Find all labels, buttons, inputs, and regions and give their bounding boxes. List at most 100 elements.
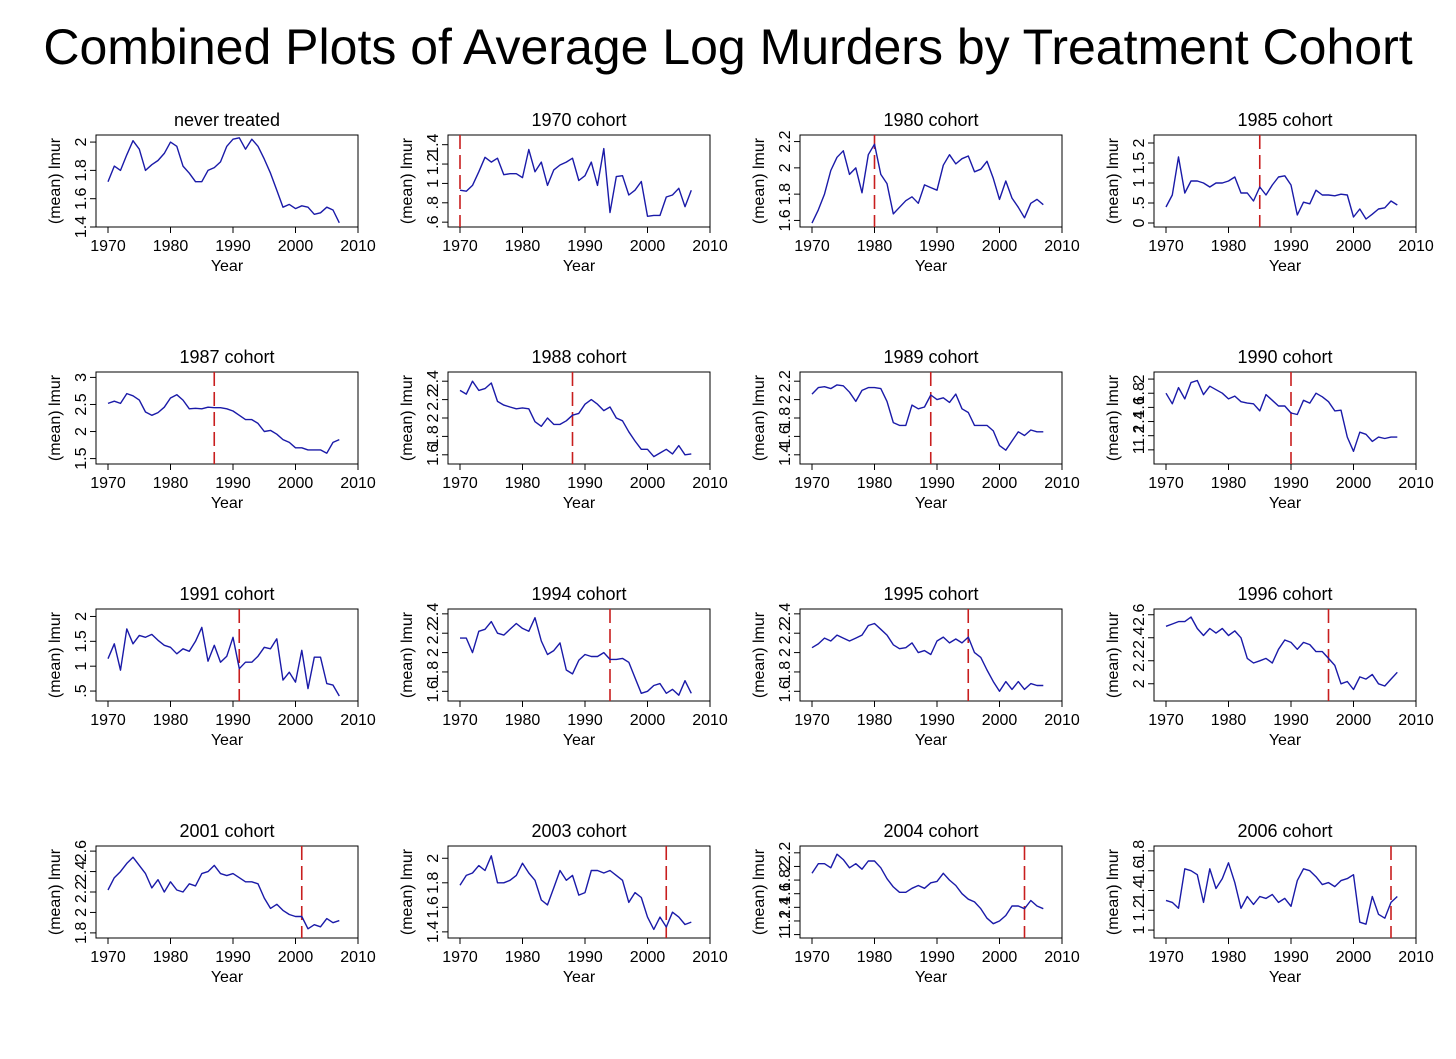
- x-axis-label: Year: [211, 258, 244, 275]
- x-tick-label: 2010: [1398, 238, 1434, 255]
- y-tick-label: 2.2: [425, 622, 442, 644]
- x-tick-label: 1980: [857, 712, 893, 729]
- x-tick-label: 2000: [1336, 949, 1372, 966]
- y-tick-label: 1.6: [425, 896, 442, 918]
- series-line: [1165, 156, 1398, 220]
- chart-panel: 1995 cohort 1970 1980 1990 2000 2010 Year 1.61.…: [751, 584, 1080, 749]
- y-tick-label: 1.4: [777, 444, 794, 466]
- y-tick-label: 1.8: [425, 425, 442, 447]
- y-axis-label: (mean) lmur: [751, 611, 768, 698]
- panel-title: never treated: [174, 110, 280, 130]
- y-axis-label: (mean) lmur: [399, 848, 416, 935]
- chart-panel: 1991 cohort 1970 1980 1990 2000 2010 Year .5 1 1.…: [47, 584, 376, 749]
- main-title: Combined Plots of Average Log Murders by…: [43, 19, 1413, 75]
- x-tick-label: 1970: [442, 238, 478, 255]
- x-tick-label: 2010: [1398, 475, 1434, 492]
- x-tick-label: 2000: [982, 475, 1018, 492]
- x-axis-label: Year: [563, 258, 596, 275]
- y-tick-label: 1.5: [73, 447, 90, 469]
- x-tick-label: 1990: [215, 949, 251, 966]
- series-line: [811, 622, 1044, 692]
- x-tick-label: 1980: [505, 475, 541, 492]
- series-line: [459, 380, 692, 458]
- x-axis-label: Year: [915, 258, 948, 275]
- x-tick-label: 1990: [1273, 949, 1309, 966]
- x-tick-label: 1980: [153, 238, 189, 255]
- y-tick-label: 2: [73, 908, 90, 917]
- panel-title: 1990 cohort: [1237, 347, 1332, 367]
- x-axis-label: Year: [563, 732, 596, 749]
- panel-title: 1970 cohort: [531, 110, 626, 130]
- x-tick-label: 2010: [1044, 949, 1080, 966]
- x-tick-label: 1970: [1148, 712, 1184, 729]
- x-tick-label: 1990: [567, 238, 603, 255]
- series-line: [107, 392, 340, 454]
- plot-frame: [447, 134, 711, 228]
- x-tick-label: 1970: [794, 238, 830, 255]
- y-tick-label: 1.6: [777, 209, 794, 231]
- y-tick-label: 1.5: [1131, 152, 1148, 174]
- panel-title: 1991 cohort: [179, 584, 274, 604]
- y-tick-label: 2.2: [1131, 650, 1148, 672]
- x-tick-label: 1970: [90, 238, 126, 255]
- x-tick-label: 1970: [794, 475, 830, 492]
- y-tick-label: 2: [73, 138, 90, 147]
- y-tick-label: 1: [1131, 178, 1148, 187]
- y-tick-label: 1.6: [425, 444, 442, 466]
- x-tick-label: 2000: [630, 712, 666, 729]
- y-tick-label: 2: [1131, 375, 1148, 384]
- x-axis-label: Year: [915, 732, 948, 749]
- y-tick-label: 1.8: [73, 922, 90, 944]
- y-tick-label: 1: [1131, 445, 1148, 454]
- y-axis-label: (mean) lmur: [47, 374, 64, 461]
- y-axis-label: (mean) lmur: [47, 137, 64, 224]
- y-tick-label: .8: [425, 196, 442, 209]
- y-tick-label: 2: [425, 648, 442, 657]
- x-axis-label: Year: [1269, 495, 1302, 512]
- x-tick-label: 2000: [278, 238, 314, 255]
- x-axis-label: Year: [1269, 258, 1302, 275]
- y-tick-label: 2: [1131, 138, 1148, 147]
- y-tick-label: 1: [73, 662, 90, 671]
- plot-frame: [799, 608, 1063, 702]
- panel-title: 1989 cohort: [883, 347, 978, 367]
- y-tick-label: 2.5: [73, 393, 90, 415]
- y-tick-label: 2.4: [1131, 627, 1148, 649]
- panel-title: 1985 cohort: [1237, 110, 1332, 130]
- y-tick-label: 2: [73, 612, 90, 621]
- y-tick-label: .5: [1131, 196, 1148, 209]
- x-tick-label: 1990: [567, 949, 603, 966]
- x-tick-label: 1980: [857, 949, 893, 966]
- y-tick-label: 2.2: [777, 842, 794, 864]
- y-tick-label: 2.2: [425, 388, 442, 410]
- x-tick-label: 1980: [1211, 475, 1247, 492]
- y-tick-label: 1.2: [425, 153, 442, 175]
- chart-panel: 1994 cohort 1970 1980 1990 2000 2010 Year 1.61.…: [399, 584, 728, 749]
- x-tick-label: 1990: [919, 475, 955, 492]
- panel-title: 1988 cohort: [531, 347, 626, 367]
- panel-title: 2001 cohort: [179, 821, 274, 841]
- x-tick-label: 1970: [794, 949, 830, 966]
- x-tick-label: 2000: [1336, 712, 1372, 729]
- y-tick-label: 1.8: [425, 872, 442, 894]
- x-tick-label: 1970: [442, 475, 478, 492]
- panel-title: 1987 cohort: [179, 347, 274, 367]
- x-tick-label: 1970: [442, 712, 478, 729]
- plot-frame: [447, 845, 711, 939]
- y-tick-label: 1.6: [1131, 860, 1148, 882]
- y-tick-label: 1.2: [1131, 424, 1148, 446]
- y-axis-label: (mean) lmur: [751, 374, 768, 461]
- x-axis-label: Year: [1269, 732, 1302, 749]
- x-tick-label: 2000: [1336, 238, 1372, 255]
- series-line: [107, 626, 340, 697]
- y-tick-label: 1.6: [1131, 396, 1148, 418]
- panel-title: 1980 cohort: [883, 110, 978, 130]
- x-tick-label: 1970: [90, 712, 126, 729]
- y-tick-label: 1.6: [777, 425, 794, 447]
- y-tick-label: 1.6: [777, 882, 794, 904]
- x-tick-label: 2010: [692, 949, 728, 966]
- y-tick-label: 2: [777, 648, 794, 657]
- y-tick-label: 2.4: [425, 603, 442, 625]
- panel-title: 1994 cohort: [531, 584, 626, 604]
